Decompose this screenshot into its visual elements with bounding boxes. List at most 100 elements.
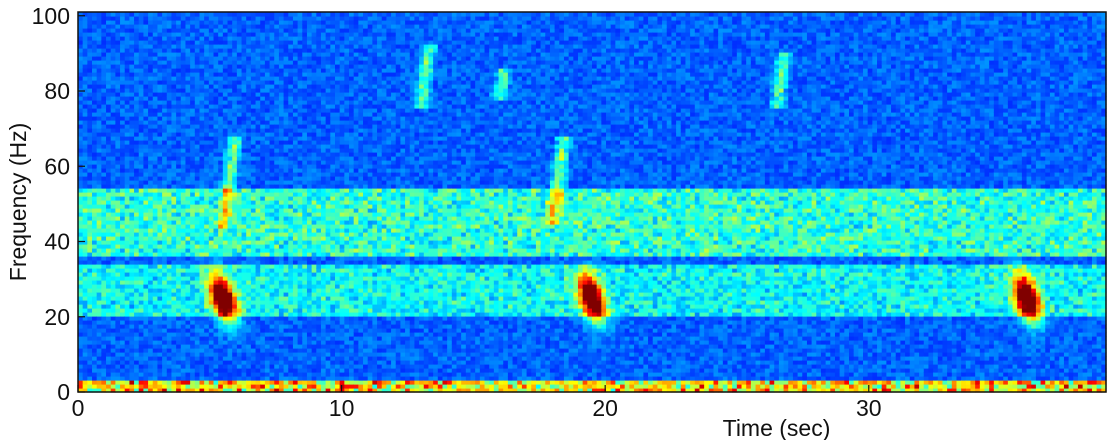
heatmap-cell [166,296,173,301]
heatmap-cell [106,244,112,249]
heatmap-cell [157,216,163,221]
heatmap-cell [236,32,243,37]
heatmap-cell [283,24,289,29]
heatmap-cell [302,256,308,261]
heatmap-cell [232,208,238,213]
heatmap-cell [227,300,233,305]
heatmap-cell [227,88,233,93]
heatmap-cell [260,240,266,245]
heatmap-cell [255,280,261,285]
heatmap-cell [166,344,173,349]
heatmap-cell [311,100,317,105]
heatmap-cell [157,340,163,345]
heatmap-cell [162,116,168,121]
heatmap-cell [124,40,130,45]
heatmap-cell [180,200,187,205]
heatmap-cell [134,312,140,317]
heatmap-cell [302,228,308,233]
heatmap-cell [227,340,233,345]
heatmap-cell [320,360,327,365]
heatmap-cell [199,248,205,253]
heatmap-cell [302,224,308,229]
heatmap-cell [82,100,88,105]
heatmap-cell [106,240,112,245]
heatmap-cell [264,108,271,113]
heatmap-cell [232,356,238,361]
heatmap-cell [129,192,135,197]
heatmap-cell [82,200,88,205]
heatmap-cell [311,92,317,97]
heatmap-cell [306,92,313,97]
heatmap-cell [264,256,271,261]
heatmap-cell [124,336,130,341]
heatmap-cell [124,84,130,89]
heatmap-cell [176,316,182,321]
heatmap-cell [260,24,266,29]
heatmap-cell [213,68,219,73]
heatmap-cell [166,352,173,357]
heatmap-cell [194,68,201,73]
heatmap-cell [176,236,182,241]
heatmap-cell [92,348,98,353]
heatmap-cell [274,276,280,281]
heatmap-cell [250,56,257,61]
heatmap-cell [185,68,191,73]
heatmap-cell [297,112,303,117]
heatmap-cell [208,204,215,209]
heatmap-cell [134,324,140,329]
heatmap-cell [152,380,159,385]
heatmap-cell [87,216,93,221]
heatmap-cell [274,312,280,317]
heatmap-cell [194,352,201,357]
heatmap-cell [269,320,275,325]
heatmap-cell [124,96,130,101]
heatmap-cell [190,380,196,385]
heatmap-cell [260,220,266,225]
heatmap-cell [129,200,135,205]
heatmap-cell [157,88,163,93]
heatmap-cell [143,376,149,381]
heatmap-cell [171,240,177,245]
heatmap-cell [227,208,233,213]
heatmap-cell [190,48,196,53]
heatmap-cell [213,248,219,253]
heatmap-cell [292,316,299,321]
heatmap-cell [82,352,88,357]
heatmap-cell [255,352,261,357]
heatmap-cell [101,196,107,201]
heatmap-cell [101,108,107,113]
heatmap-cell [316,112,322,117]
heatmap-cell [180,72,187,77]
heatmap-cell [148,56,154,61]
heatmap-cell [311,148,317,153]
heatmap-cell [283,140,289,145]
heatmap-cell [218,124,224,129]
heatmap-cell [311,156,317,161]
heatmap-cell [232,220,238,225]
heatmap-cell [87,68,93,73]
heatmap-cell [218,200,224,205]
heatmap-cell [152,376,159,381]
heatmap-cell [236,120,243,125]
heatmap-cell [306,64,313,69]
heatmap-cell [106,340,112,345]
heatmap-cell [297,220,303,225]
heatmap-cell [208,128,215,133]
heatmap-cell [320,200,327,205]
heatmap-cell [283,48,289,53]
heatmap-cell [264,308,271,313]
heatmap-cell [208,384,215,389]
heatmap-cell [129,312,135,317]
heatmap-cell [278,260,285,265]
heatmap-cell [255,300,261,305]
heatmap-cell [297,384,303,389]
heatmap-cell [311,60,317,65]
heatmap-cell [176,244,182,249]
heatmap-cell [143,208,149,213]
heatmap-cell [306,208,313,213]
heatmap-cell [292,376,299,381]
heatmap-cell [264,152,271,157]
heatmap-cell [269,60,275,65]
heatmap-cell [269,204,275,209]
heatmap-cell [157,372,163,377]
